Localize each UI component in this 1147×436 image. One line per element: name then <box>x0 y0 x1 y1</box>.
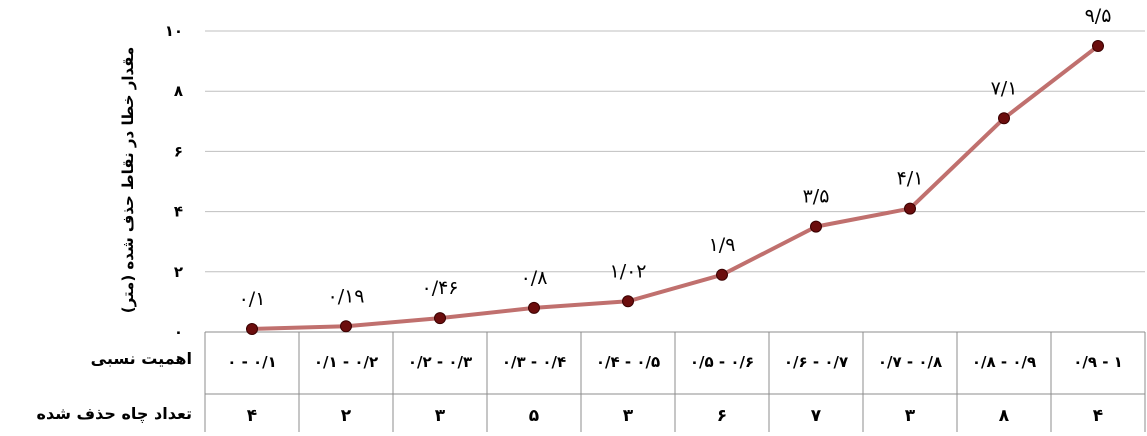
count-label: ۴ <box>1093 406 1103 426</box>
data-point <box>528 301 540 314</box>
category-label: ۰ - ۰/۱ <box>227 353 277 371</box>
data-label: ۱/۰۲ <box>609 260 646 282</box>
count-labels: ۴ ۲ ۳ ۵ ۳ ۶ ۷ ۳ ۸ ۴ <box>247 406 1103 426</box>
data-point <box>810 220 822 233</box>
data-label: ۹/۵ <box>1085 5 1112 27</box>
data-label: ۰/۸ <box>521 267 548 289</box>
data-point <box>340 320 352 333</box>
category-label: ۰/۸ - ۰/۹ <box>972 353 1036 371</box>
count-label: ۳ <box>623 406 634 426</box>
category-label: ۰/۹ - ۱ <box>1073 353 1123 371</box>
count-label: ۳ <box>905 406 916 426</box>
count-label: ۲ <box>341 406 352 426</box>
series-markers <box>246 40 1104 335</box>
category-labels: ۰ - ۰/۱ ۰/۱ - ۰/۲ ۰/۲ - ۰/۳ ۰/۳ - ۰/۴ ۰/۴ - … <box>227 353 1123 371</box>
category-label: ۰/۴ - ۰/۵ <box>596 353 660 371</box>
y-axis-label: مقدار خطا در نقاط حذف شده (متر) <box>119 47 137 314</box>
data-label: ۱/۹ <box>709 234 736 256</box>
category-label: ۰/۲ - ۰/۳ <box>408 353 472 371</box>
gridlines <box>205 30 1145 333</box>
data-point <box>716 268 728 281</box>
data-point <box>1092 40 1104 53</box>
y-tick-label: ۲ <box>174 263 183 281</box>
y-tick-label: ۰ <box>174 323 183 341</box>
category-label: ۰/۳ - ۰/۴ <box>502 353 566 371</box>
data-labels: ۰/۱ ۰/۱۹ ۰/۴۶ ۰/۸ ۱/۰۲ ۱/۹ ۳/۵ ۴/۱ ۷/۱ ۹/۵ <box>239 5 1112 310</box>
series-line <box>251 44 1100 331</box>
category-label: ۰/۵ - ۰/۶ <box>690 353 754 371</box>
data-label: ۷/۱ <box>991 77 1018 99</box>
count-label: ۴ <box>247 406 257 426</box>
y-tick-label: ۱۰ <box>165 22 183 40</box>
data-point <box>246 322 258 335</box>
data-label: ۰/۱ <box>239 288 266 310</box>
category-label: ۰/۷ - ۰/۸ <box>878 353 942 371</box>
category-label: ۰/۱ - ۰/۲ <box>314 353 378 371</box>
y-tick-label: ۸ <box>174 82 183 100</box>
data-label: ۰/۴۶ <box>421 277 458 299</box>
table-row-label-count: تعداد چاه حذف شده <box>37 404 192 424</box>
data-point <box>904 202 916 215</box>
count-label: ۷ <box>811 406 822 426</box>
table-row-label-importance: اهمیت نسبی <box>91 349 192 368</box>
count-label: ۶ <box>717 406 727 426</box>
y-tick-label: ۶ <box>174 142 183 160</box>
y-axis-ticks: ۰ ۲ ۴ ۶ ۸ ۱۰ <box>165 22 183 341</box>
data-label: ۰/۱۹ <box>327 285 364 307</box>
data-table-lines <box>204 332 1146 432</box>
count-label: ۸ <box>999 406 1010 426</box>
data-point <box>622 295 634 308</box>
data-point <box>998 112 1010 125</box>
data-point <box>434 312 446 325</box>
data-label: ۳/۵ <box>803 186 830 208</box>
y-tick-label: ۴ <box>174 203 183 221</box>
count-label: ۵ <box>529 406 539 426</box>
data-label: ۴/۱ <box>897 168 924 190</box>
count-label: ۳ <box>435 406 446 426</box>
category-label: ۰/۶ - ۰/۷ <box>784 353 848 371</box>
